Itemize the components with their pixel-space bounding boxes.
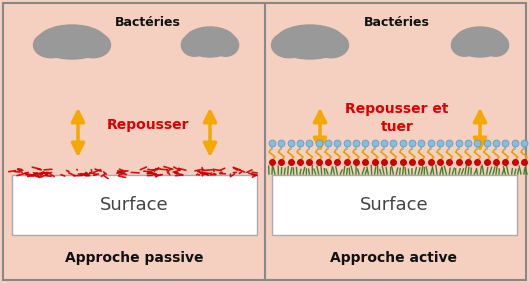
Text: Surface: Surface	[360, 196, 428, 214]
FancyBboxPatch shape	[12, 175, 257, 235]
Ellipse shape	[454, 27, 506, 57]
Ellipse shape	[482, 34, 508, 56]
Ellipse shape	[314, 32, 349, 58]
Ellipse shape	[464, 29, 496, 50]
Ellipse shape	[181, 34, 207, 56]
Text: Repousser: Repousser	[107, 118, 189, 132]
Text: Surface: Surface	[99, 196, 168, 214]
Ellipse shape	[194, 29, 225, 50]
Text: Approche active: Approche active	[331, 251, 458, 265]
Text: Bactéries: Bactéries	[115, 16, 181, 29]
FancyBboxPatch shape	[272, 175, 517, 235]
Ellipse shape	[271, 32, 306, 58]
Text: Bactéries: Bactéries	[364, 16, 430, 29]
FancyBboxPatch shape	[3, 3, 526, 280]
Text: Approche passive: Approche passive	[65, 251, 203, 265]
Ellipse shape	[184, 27, 236, 57]
Text: Repousser et
tuer: Repousser et tuer	[345, 102, 449, 134]
Ellipse shape	[213, 34, 239, 56]
Ellipse shape	[289, 27, 331, 50]
Ellipse shape	[76, 32, 111, 58]
Ellipse shape	[37, 25, 107, 59]
Ellipse shape	[51, 27, 93, 50]
Ellipse shape	[33, 32, 68, 58]
Ellipse shape	[451, 34, 477, 56]
Ellipse shape	[275, 25, 345, 59]
